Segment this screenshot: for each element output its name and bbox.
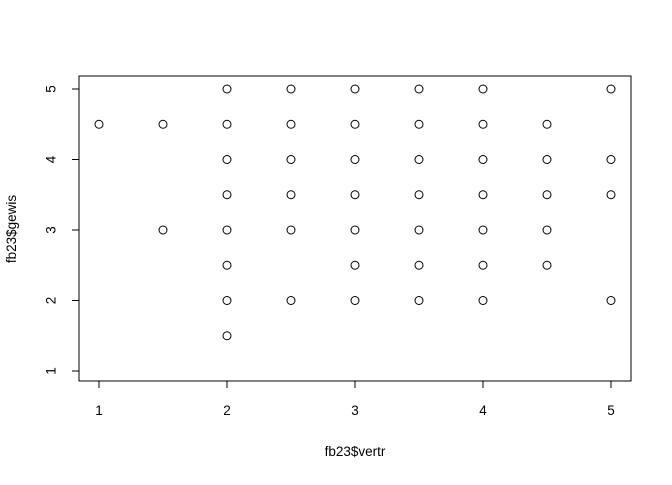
x-tick-label: 5 xyxy=(607,403,615,418)
data-point xyxy=(350,225,360,235)
data-point xyxy=(222,155,232,164)
data-point xyxy=(222,260,232,270)
data-point xyxy=(350,190,360,200)
data-point xyxy=(414,260,424,270)
y-tick-label: 2 xyxy=(44,297,59,305)
data-points xyxy=(94,84,616,341)
data-point xyxy=(350,119,360,129)
x-tick-label: 3 xyxy=(351,403,359,418)
data-point xyxy=(414,119,424,129)
data-point xyxy=(222,331,232,341)
data-point xyxy=(414,155,424,164)
data-point xyxy=(542,190,552,200)
data-point xyxy=(350,260,360,270)
data-point xyxy=(350,155,360,164)
data-point xyxy=(286,190,296,200)
data-point xyxy=(286,119,296,129)
data-point xyxy=(286,296,296,305)
data-point xyxy=(478,296,488,305)
plot-box xyxy=(78,75,632,382)
x-axis: 1 2 3 4 5 xyxy=(95,380,615,418)
x-tick-label: 2 xyxy=(223,403,231,418)
x-tick-label: 4 xyxy=(479,403,487,418)
data-point xyxy=(542,225,552,235)
data-point xyxy=(542,119,552,129)
data-point xyxy=(606,84,616,94)
data-point xyxy=(478,84,488,94)
data-point xyxy=(414,84,424,94)
data-point xyxy=(478,119,488,129)
data-point xyxy=(542,260,552,270)
data-point xyxy=(222,225,232,235)
data-point xyxy=(158,119,168,129)
data-point xyxy=(606,155,616,164)
data-point xyxy=(350,296,360,305)
data-point xyxy=(350,84,360,94)
data-point xyxy=(222,190,232,200)
data-point xyxy=(414,296,424,305)
y-axis-label: fb23$gewis xyxy=(4,195,19,264)
data-point xyxy=(606,190,616,200)
data-point xyxy=(222,119,232,129)
data-point xyxy=(158,225,168,235)
data-point xyxy=(286,84,296,94)
data-point xyxy=(606,296,616,305)
data-point xyxy=(542,155,552,164)
data-point xyxy=(286,225,296,235)
data-point xyxy=(478,260,488,270)
data-point xyxy=(286,155,296,164)
y-tick-label: 5 xyxy=(44,85,59,93)
data-point xyxy=(478,190,488,200)
data-point xyxy=(478,225,488,235)
y-tick-label: 3 xyxy=(44,226,59,234)
data-point xyxy=(94,119,104,129)
x-axis-label: fb23$vertr xyxy=(325,444,386,459)
data-point xyxy=(478,155,488,164)
data-point xyxy=(222,296,232,305)
x-tick-label: 1 xyxy=(95,403,103,418)
y-axis: 1 2 3 4 5 xyxy=(44,85,80,375)
data-point xyxy=(222,84,232,94)
y-tick-label: 1 xyxy=(44,367,59,375)
y-tick-label: 4 xyxy=(44,155,59,163)
data-point xyxy=(414,225,424,235)
data-point xyxy=(414,190,424,200)
